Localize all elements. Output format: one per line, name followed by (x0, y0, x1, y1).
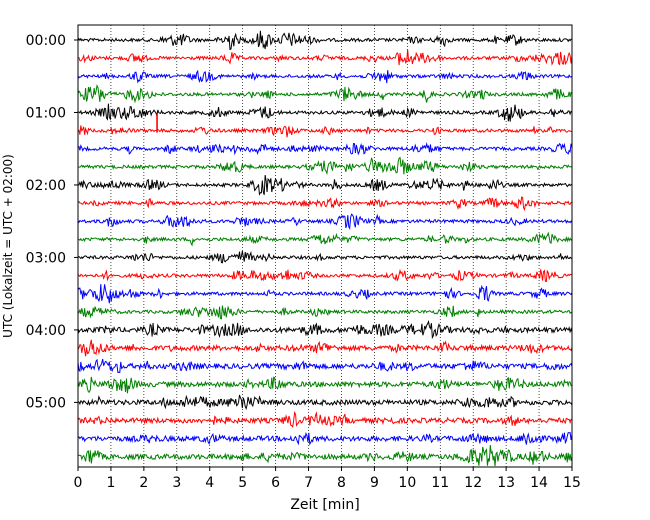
x-tick-label: 11 (431, 475, 449, 491)
seismic-trace (77, 30, 573, 51)
y-tick-label: 00:00 (26, 33, 66, 49)
seismic-trace (77, 142, 573, 156)
x-tick-label: 0 (74, 475, 83, 491)
x-tick-label: 5 (238, 475, 247, 491)
seismic-trace (77, 358, 573, 374)
x-tick-label: 4 (205, 475, 214, 491)
x-tick-label: 15 (563, 475, 581, 491)
seismic-trace (77, 284, 573, 304)
seismic-trace (77, 103, 573, 122)
y-tick-label: 02:00 (26, 178, 66, 194)
plot-frame (77, 24, 573, 468)
seismic-trace (77, 125, 573, 138)
y-axis: 00:00 01:00 02:00 03:00 04:00 05:00 (26, 33, 78, 411)
seismic-trace (77, 84, 573, 104)
seismic-trace (77, 231, 573, 247)
seismic-trace (77, 376, 573, 394)
seismic-trace (77, 213, 573, 231)
x-tick-label: 7 (304, 475, 313, 491)
x-tick-label: 2 (139, 475, 148, 491)
seismic-trace (77, 174, 573, 196)
seismic-trace (77, 268, 573, 283)
seismic-trace (77, 49, 573, 66)
seismic-trace (77, 156, 573, 176)
y-axis-title: UTC (Lokalzeit = UTC + 02:00) (1, 154, 15, 338)
x-tick-label: 10 (398, 475, 416, 491)
y-tick-label: 05:00 (26, 395, 66, 411)
seismic-trace (77, 319, 573, 340)
seismic-trace (77, 251, 573, 264)
seismic-trace (77, 431, 573, 446)
y-tick-label: 03:00 (26, 250, 66, 266)
plot-area (78, 25, 572, 467)
seismic-traces (77, 30, 573, 467)
x-tick-label: 1 (106, 475, 115, 491)
seismic-trace (77, 69, 573, 84)
x-axis-title: Zeit [min] (290, 497, 359, 513)
x-tick-label: 6 (271, 475, 280, 491)
seismic-trace (77, 305, 573, 320)
x-tick-label: 14 (530, 475, 548, 491)
seismic-trace (77, 410, 573, 428)
x-tick-label: 8 (337, 475, 346, 491)
seismic-trace (77, 394, 573, 411)
x-axis: 0 1 2 3 4 5 6 7 8 9 10 11 12 13 14 15 (74, 467, 581, 491)
x-tick-label: 9 (370, 475, 379, 491)
seismic-trace (77, 444, 573, 467)
seismic-trace (77, 339, 573, 357)
x-tick-label: 12 (464, 475, 482, 491)
seismic-trace (77, 196, 573, 212)
x-tick-label: 3 (172, 475, 181, 491)
y-tick-label: 01:00 (26, 105, 66, 121)
x-tick-label: 13 (497, 475, 515, 491)
y-tick-label: 04:00 (26, 323, 66, 339)
